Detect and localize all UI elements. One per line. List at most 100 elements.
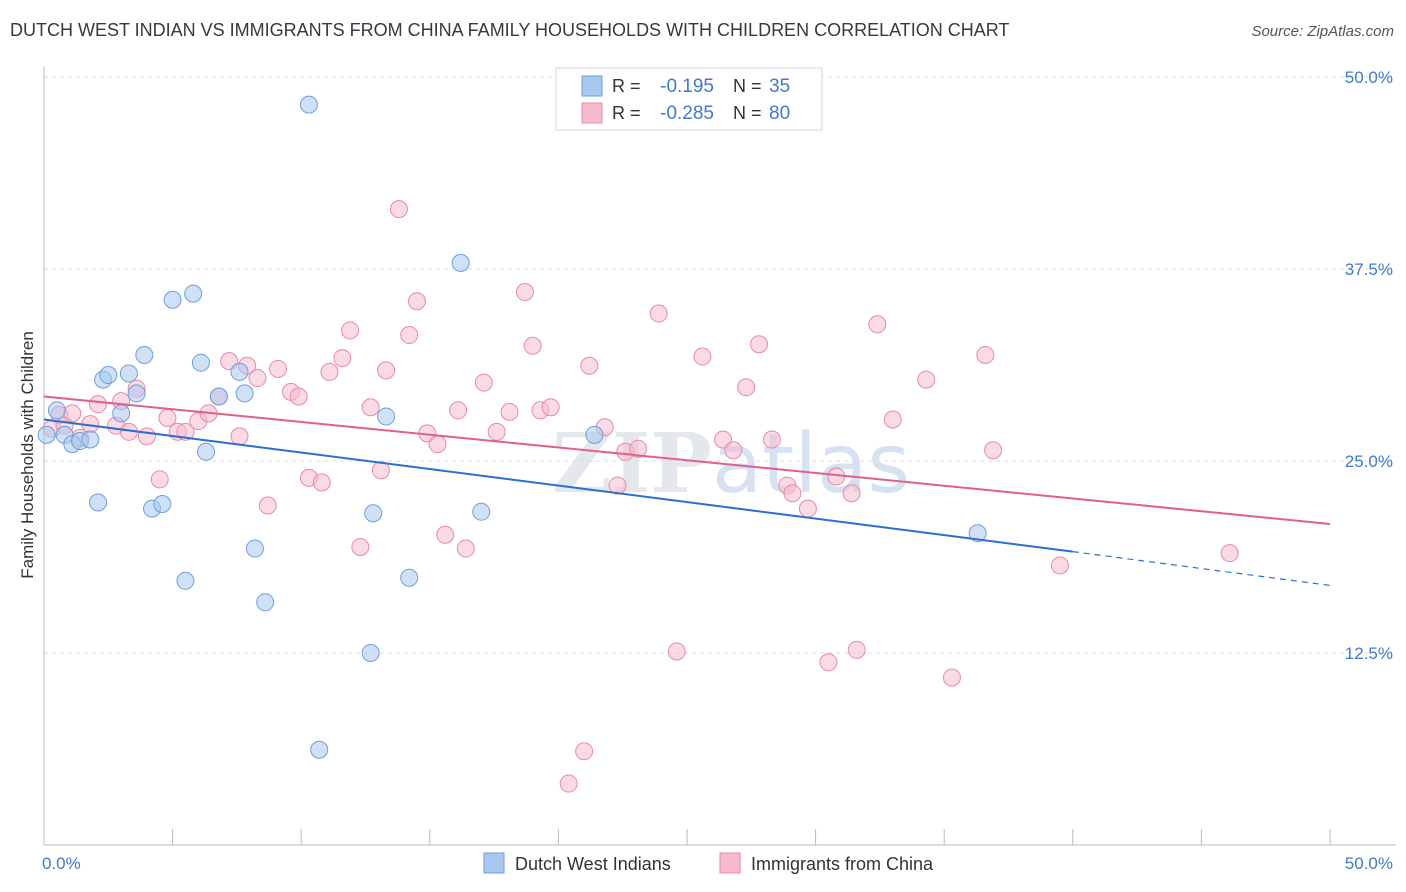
data-point-immigrants-from-china: [942, 668, 961, 687]
data-point-immigrants-from-china: [389, 200, 408, 219]
data-point-immigrants-from-china: [436, 525, 455, 544]
data-point-immigrants-from-china: [559, 774, 578, 793]
data-point-dutch-west-indians: [209, 387, 228, 406]
y-tick-label: 37.5%: [1345, 260, 1393, 279]
data-point-immigrants-from-china: [750, 335, 769, 354]
data-point-immigrants-from-china: [361, 398, 380, 417]
data-point-immigrants-from-china: [371, 461, 390, 480]
data-point-immigrants-from-china: [377, 361, 396, 380]
legend-n-label: N =: [733, 76, 762, 96]
data-point-immigrants-from-china: [667, 642, 686, 661]
data-point-dutch-west-indians: [184, 284, 203, 303]
data-point-immigrants-from-china: [976, 346, 995, 365]
data-point-immigrants-from-china: [137, 427, 156, 446]
data-point-immigrants-from-china: [500, 402, 519, 421]
legend-swatch-dutch-west-indians: [483, 852, 505, 874]
data-point-immigrants-from-china: [541, 398, 560, 417]
chart-title: DUTCH WEST INDIAN VS IMMIGRANTS FROM CHI…: [10, 20, 1010, 40]
data-point-dutch-west-indians: [89, 493, 108, 512]
data-point-immigrants-from-china: [693, 347, 712, 366]
data-point-immigrants-from-china: [333, 349, 352, 368]
data-point-immigrants-from-china: [428, 435, 447, 454]
data-point-immigrants-from-china: [847, 640, 866, 659]
data-point-immigrants-from-china: [523, 336, 542, 355]
legend-n-value: 35: [769, 76, 790, 97]
data-point-dutch-west-indians: [112, 404, 131, 423]
data-point-immigrants-from-china: [150, 470, 169, 489]
data-point-immigrants-from-china: [783, 484, 802, 503]
data-point-immigrants-from-china: [63, 404, 82, 423]
data-point-dutch-west-indians: [400, 568, 419, 587]
data-point-immigrants-from-china: [984, 441, 1003, 460]
data-point-immigrants-from-china: [724, 441, 743, 460]
data-point-dutch-west-indians: [119, 364, 138, 383]
data-point-dutch-west-indians: [191, 353, 210, 372]
data-point-immigrants-from-china: [351, 538, 370, 557]
data-point-immigrants-from-china: [842, 484, 861, 503]
legend-swatch: [581, 102, 603, 124]
legend-n-value: 80: [769, 103, 790, 124]
data-point-dutch-west-indians: [585, 425, 604, 444]
data-point-immigrants-from-china: [248, 369, 267, 388]
data-point-immigrants-from-china: [320, 362, 339, 381]
trend-line-dutch-west-indians: [43, 418, 1073, 553]
data-point-immigrants-from-china: [176, 422, 195, 441]
data-point-immigrants-from-china: [737, 378, 756, 397]
y-tick-label: 25.0%: [1345, 452, 1393, 471]
x-tick-label: 50.0%: [1345, 854, 1393, 873]
source-label: Source: ZipAtlas.com: [1251, 23, 1394, 40]
data-point-dutch-west-indians: [47, 401, 66, 420]
data-point-immigrants-from-china: [798, 499, 817, 518]
y-tick-label: 12.5%: [1345, 644, 1393, 663]
data-point-dutch-west-indians: [245, 539, 264, 558]
x-tick-label: 0.0%: [42, 854, 81, 873]
trend-line-dutch-west-indians-extension: [1072, 551, 1331, 587]
data-point-immigrants-from-china: [230, 427, 249, 446]
data-point-dutch-west-indians: [176, 571, 195, 590]
data-point-dutch-west-indians: [299, 95, 318, 114]
data-point-dutch-west-indians: [153, 495, 172, 514]
data-point-immigrants-from-china: [575, 742, 594, 761]
data-point-immigrants-from-china: [762, 430, 781, 449]
data-point-immigrants-from-china: [289, 387, 308, 406]
y-tick-label: 50.0%: [1345, 68, 1393, 87]
data-point-dutch-west-indians: [37, 425, 56, 444]
data-point-immigrants-from-china: [312, 473, 331, 492]
data-point-dutch-west-indians: [81, 430, 100, 449]
legend-label-immigrants-from-china: Immigrants from China: [751, 854, 934, 874]
trend-line-immigrants-from-china: [43, 395, 1331, 525]
data-point-dutch-west-indians: [235, 384, 254, 403]
data-point-dutch-west-indians: [310, 740, 329, 759]
legend-r-value: -0.285: [660, 103, 714, 124]
data-point-immigrants-from-china: [629, 439, 648, 458]
data-point-immigrants-from-china: [407, 292, 426, 311]
legend-label-dutch-west-indians: Dutch West Indians: [515, 854, 671, 874]
data-point-immigrants-from-china: [515, 283, 534, 302]
data-point-immigrants-from-china: [474, 373, 493, 392]
data-point-immigrants-from-china: [883, 410, 902, 429]
data-point-dutch-west-indians: [197, 442, 216, 461]
legend-n-label: N =: [733, 103, 762, 123]
legend-r-label: R =: [612, 76, 641, 96]
data-point-immigrants-from-china: [649, 304, 668, 323]
data-point-immigrants-from-china: [580, 356, 599, 375]
data-point-dutch-west-indians: [256, 593, 275, 612]
data-point-dutch-west-indians: [968, 524, 987, 543]
data-point-immigrants-from-china: [456, 539, 475, 558]
data-point-immigrants-from-china: [269, 359, 288, 378]
data-point-dutch-west-indians: [163, 290, 182, 309]
legend-r-value: -0.195: [660, 76, 714, 97]
data-point-dutch-west-indians: [451, 253, 470, 272]
data-point-dutch-west-indians: [472, 502, 491, 521]
legend-swatch-immigrants-from-china: [719, 852, 741, 874]
data-point-dutch-west-indians: [230, 362, 249, 381]
data-point-immigrants-from-china: [819, 653, 838, 672]
data-point-dutch-west-indians: [99, 365, 118, 384]
data-point-immigrants-from-china: [400, 326, 419, 345]
legend-r-label: R =: [612, 103, 641, 123]
data-point-immigrants-from-china: [1220, 544, 1239, 563]
data-point-immigrants-from-china: [917, 370, 936, 389]
data-point-dutch-west-indians: [361, 644, 380, 662]
data-point-dutch-west-indians: [135, 346, 154, 365]
legend-swatch: [581, 75, 603, 97]
